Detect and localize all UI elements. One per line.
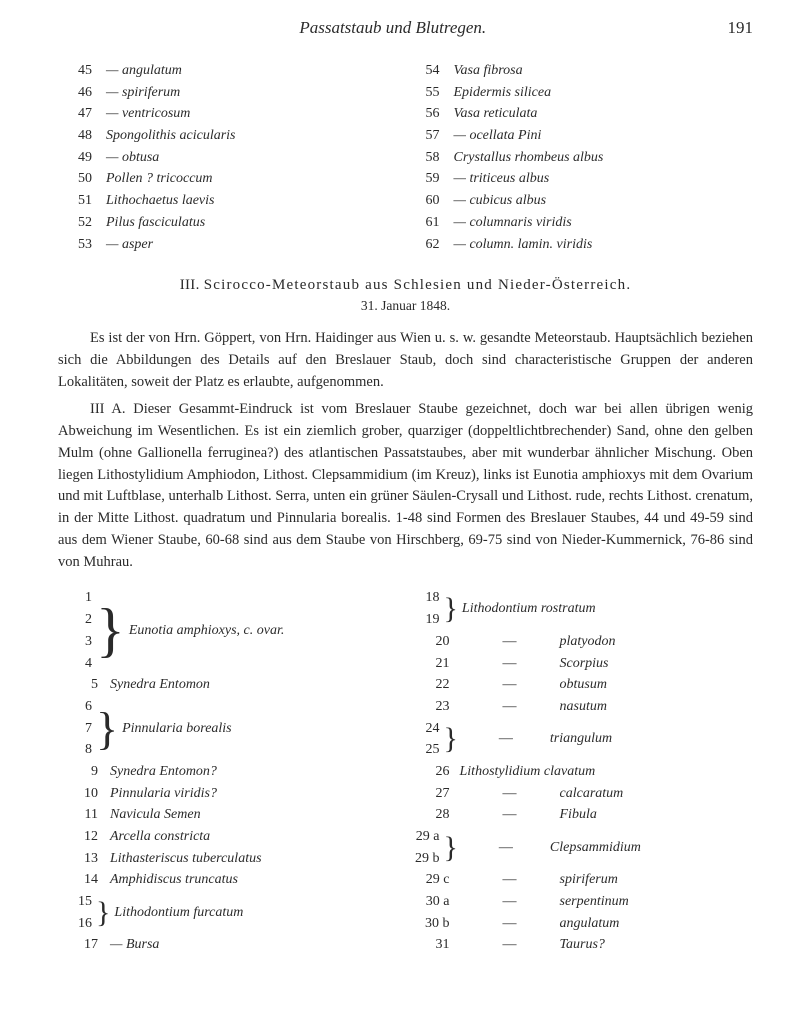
num-3: 3: [58, 631, 96, 653]
running-title: Passatstaub und Blutregen.: [58, 18, 728, 38]
num-4: 4: [58, 653, 96, 675]
row-28: 28—Fibula: [406, 804, 754, 826]
group-29ab: 29 a 29 b } — Clepsammidium: [406, 826, 754, 869]
entry-text: Lithodontium rostratum: [462, 598, 753, 620]
table-row: 46— spiriferum: [58, 82, 406, 104]
page-number: 191: [728, 18, 754, 38]
entry-text: Eunotia amphioxys, c. ovar.: [129, 620, 406, 642]
brace-icon: }: [444, 600, 462, 618]
row-22: 22—obtusum: [406, 674, 754, 696]
brace-icon: }: [96, 614, 129, 647]
entry-text: Pinnularia borealis: [122, 718, 405, 740]
section-subtitle: 31. Januar 1848.: [58, 298, 753, 314]
top-col-right: 54Vasa fibrosa55Epidermis silicea56Vasa …: [406, 60, 754, 255]
table-row: 45— angulatum: [58, 60, 406, 82]
group-15-16: 15 16 } Lithodontium furcatum: [58, 891, 406, 934]
num-29a: 29 a: [406, 826, 444, 848]
table-row: 50Pollen ? tricoccum: [58, 168, 406, 190]
paragraph-2: III A. Dieser Gesammt-Eindruck ist vom B…: [58, 399, 753, 573]
paragraph-1: Es ist der von Hrn. Göppert, von Hrn. Ha…: [58, 328, 753, 393]
row-10: 10Pinnularia viridis?: [58, 783, 406, 805]
section-heading: III. Scirocco-Meteorstaub aus Schlesien …: [58, 277, 753, 294]
row-13: 13Lithasteriscus tuberculatus: [58, 848, 406, 870]
table-row: 48Spongolithis acicularis: [58, 125, 406, 147]
group-18-19: 18 19 } Lithodontium rostratum: [406, 587, 754, 630]
section-number: III.: [180, 277, 200, 293]
row-23: 23—nasutum: [406, 696, 754, 718]
table-row: 55Epidermis silicea: [406, 82, 754, 104]
row-29c: 29 c—spiriferum: [406, 869, 754, 891]
num-15: 15: [58, 891, 96, 913]
lower-species-table: 1 2 3 4 } Eunotia amphioxys, c. ovar. 5S…: [58, 587, 753, 956]
table-row: 49— obtusa: [58, 147, 406, 169]
body-text: Es ist der von Hrn. Göppert, von Hrn. Ha…: [58, 328, 753, 573]
top-species-table: 45— angulatum46— spiriferum47— ventricos…: [58, 60, 753, 255]
row-26: 26Lithostylidium clavatum: [406, 761, 754, 783]
table-row: 59— triticeus albus: [406, 168, 754, 190]
num-18: 18: [406, 587, 444, 609]
row-5: 5Synedra Entomon: [58, 674, 406, 696]
brace-icon: }: [96, 716, 122, 741]
row-30a: 30 a—serpentinum: [406, 891, 754, 913]
running-head: Passatstaub und Blutregen. 191: [58, 18, 753, 38]
table-row: 54Vasa fibrosa: [406, 60, 754, 82]
table-row: 56Vasa reticulata: [406, 103, 754, 125]
row-12: 12Arcella constricta: [58, 826, 406, 848]
row-9: 9Synedra Entomon?: [58, 761, 406, 783]
row-17: 17— Bursa: [58, 934, 406, 956]
entry-text: Clepsammidium: [550, 837, 641, 859]
brace-icon: }: [444, 839, 462, 857]
num-16: 16: [58, 913, 96, 935]
num-8: 8: [58, 739, 96, 761]
num-7: 7: [58, 718, 96, 740]
top-col-left: 45— angulatum46— spiriferum47— ventricos…: [58, 60, 406, 255]
table-row: 60— cubicus albus: [406, 190, 754, 212]
group-6-8: 6 7 8 } Pinnularia borealis: [58, 696, 406, 761]
table-row: 58Crystallus rhombeus albus: [406, 147, 754, 169]
row-14: 14Amphidiscus truncatus: [58, 869, 406, 891]
table-row: 61— columnaris viridis: [406, 212, 754, 234]
num-24: 24: [406, 718, 444, 740]
num-25: 25: [406, 739, 444, 761]
row-31: 31—Taurus?: [406, 934, 754, 956]
section-title: Scirocco-Meteorstaub aus Schlesien und N…: [204, 277, 632, 293]
row-30b: 30 b—angulatum: [406, 913, 754, 935]
lower-col-right: 18 19 } Lithodontium rostratum 20—platyo…: [406, 587, 754, 956]
page: Passatstaub und Blutregen. 191 45— angul…: [0, 0, 801, 1029]
num-6: 6: [58, 696, 96, 718]
row-20: 20—platyodon: [406, 631, 754, 653]
brace-icon: }: [96, 904, 114, 922]
group-1-4: 1 2 3 4 } Eunotia amphioxys, c. ovar.: [58, 587, 406, 674]
num-1: 1: [58, 587, 96, 609]
entry-text: Lithodontium furcatum: [114, 902, 405, 924]
lower-col-left: 1 2 3 4 } Eunotia amphioxys, c. ovar. 5S…: [58, 587, 406, 956]
table-row: 57— ocellata Pini: [406, 125, 754, 147]
group-24-25: 24 25 } — triangulum: [406, 718, 754, 761]
table-row: 62— column. lamin. viridis: [406, 234, 754, 256]
table-row: 51Lithochaetus laevis: [58, 190, 406, 212]
num-29b: 29 b: [406, 848, 444, 870]
entry-text: triangulum: [550, 728, 612, 750]
row-27: 27—calcaratum: [406, 783, 754, 805]
row-21: 21—Scorpius: [406, 653, 754, 675]
brace-icon: }: [444, 730, 462, 748]
num-2: 2: [58, 609, 96, 631]
num-19: 19: [406, 609, 444, 631]
table-row: 47— ventricosum: [58, 103, 406, 125]
table-row: 53— asper: [58, 234, 406, 256]
row-11: 11Navicula Semen: [58, 804, 406, 826]
table-row: 52Pilus fasciculatus: [58, 212, 406, 234]
